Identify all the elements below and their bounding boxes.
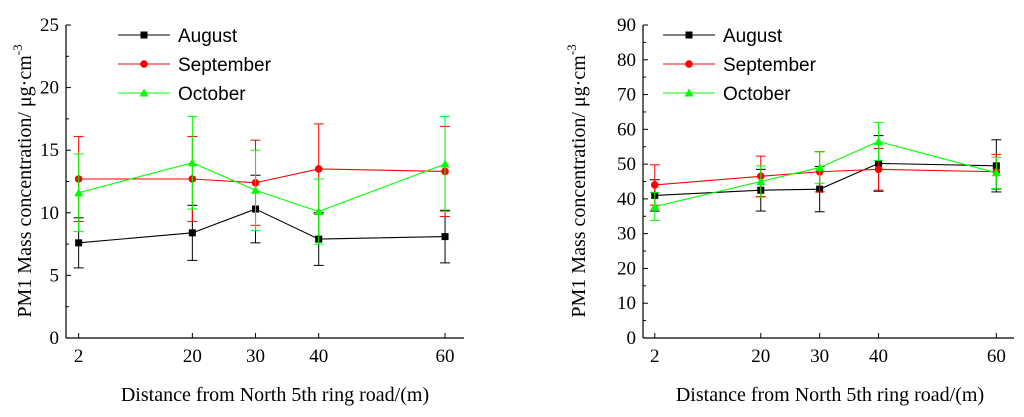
data-point (74, 188, 84, 197)
data-point (650, 202, 660, 211)
legend-item: September (118, 55, 272, 76)
legend-label: August (723, 26, 783, 47)
data-point (188, 229, 196, 237)
y-tick-label: 0 (627, 328, 637, 349)
data-point (874, 137, 884, 146)
y-tick-label: 20 (40, 78, 59, 99)
legend-label: October (723, 84, 791, 105)
y-tick-label: 20 (617, 258, 636, 279)
x-tick-label: 2 (650, 346, 660, 367)
x-tick-label: 2 (74, 346, 84, 367)
y-axis-title-text: PM1 Mass concentration/ μg·cm (14, 55, 36, 318)
y-tick-label: 60 (617, 119, 636, 140)
legend-item: August (663, 26, 783, 47)
series-october (649, 121, 1002, 221)
x-tick-label: 40 (869, 346, 888, 367)
legend-item: October (118, 84, 246, 105)
series-line (654, 168, 997, 186)
legend-marker (685, 60, 693, 68)
y-axis-title-superscript: -3 (564, 44, 579, 55)
y-tick-label: 5 (50, 265, 60, 286)
data-point (440, 159, 450, 168)
x-tick-label: 30 (246, 346, 265, 367)
legend-item: October (663, 84, 791, 105)
legend: August September October (663, 26, 817, 105)
x-tick-label: 40 (309, 346, 328, 367)
y-axis-title-superscript: -3 (10, 44, 25, 55)
data-point (314, 207, 324, 216)
y-tick-label: 0 (50, 328, 60, 349)
series-september (649, 147, 1002, 206)
data-point (991, 168, 1001, 177)
legend-label: September (178, 55, 272, 76)
legend-label: October (178, 84, 246, 105)
y-tick-label: 70 (617, 85, 636, 106)
legend-marker (684, 88, 694, 97)
y-tick-label: 50 (617, 154, 636, 175)
series-august (73, 174, 451, 269)
data-point (756, 177, 766, 185)
y-tick-label: 15 (40, 140, 59, 161)
series-line (78, 208, 446, 244)
legend-marker (139, 88, 149, 97)
y-tick-label: 10 (40, 203, 59, 224)
data-point (441, 233, 449, 241)
data-point (187, 158, 197, 167)
legend-item: September (663, 55, 817, 76)
y-tick-label: 40 (617, 189, 636, 210)
y-tick-label: 80 (617, 50, 636, 71)
series-october (73, 115, 451, 245)
legend-label: September (723, 55, 817, 76)
data-point (874, 165, 883, 174)
x-tick-label: 20 (751, 346, 770, 367)
legend-marker (685, 31, 693, 39)
y-tick-label: 10 (617, 293, 636, 314)
x-tick-label: 30 (810, 346, 829, 367)
y-axis-title: PM1 Mass concentration/ μg·cm-3 (10, 44, 36, 317)
legend-label: August (178, 26, 238, 47)
series-line (654, 140, 997, 208)
data-point (650, 181, 659, 189)
series-line (78, 168, 446, 184)
x-tick-label: 20 (183, 346, 202, 367)
x-axis-title: Distance from North 5th ring road/(m) (676, 384, 984, 406)
x-tick-label: 60 (987, 346, 1006, 367)
legend-item: August (118, 26, 238, 47)
legend: August September October (118, 26, 272, 105)
legend-marker (140, 60, 148, 68)
data-point (251, 185, 261, 194)
series-line (654, 162, 997, 196)
y-axis-title-text: PM1 Mass concentration/ μg·cm (568, 55, 590, 318)
x-axis-title: Distance from North 5th ring road/(m) (121, 384, 429, 406)
data-point (815, 163, 825, 172)
series-september (73, 123, 451, 226)
data-point (314, 165, 323, 173)
y-tick-label: 25 (40, 15, 59, 36)
legend-marker (140, 31, 148, 39)
series-august (649, 135, 1002, 213)
chart-panel-1: 0 5 10 15 20 25 2 20 30 40 60 Distance from North 5… (10, 15, 464, 406)
y-tick-label: 90 (617, 15, 636, 36)
data-point (75, 239, 83, 247)
y-tick-label: 30 (617, 224, 636, 245)
x-tick-label: 60 (436, 346, 455, 367)
y-axis-title: PM1 Mass concentration/ μg·cm-3 (564, 44, 590, 317)
